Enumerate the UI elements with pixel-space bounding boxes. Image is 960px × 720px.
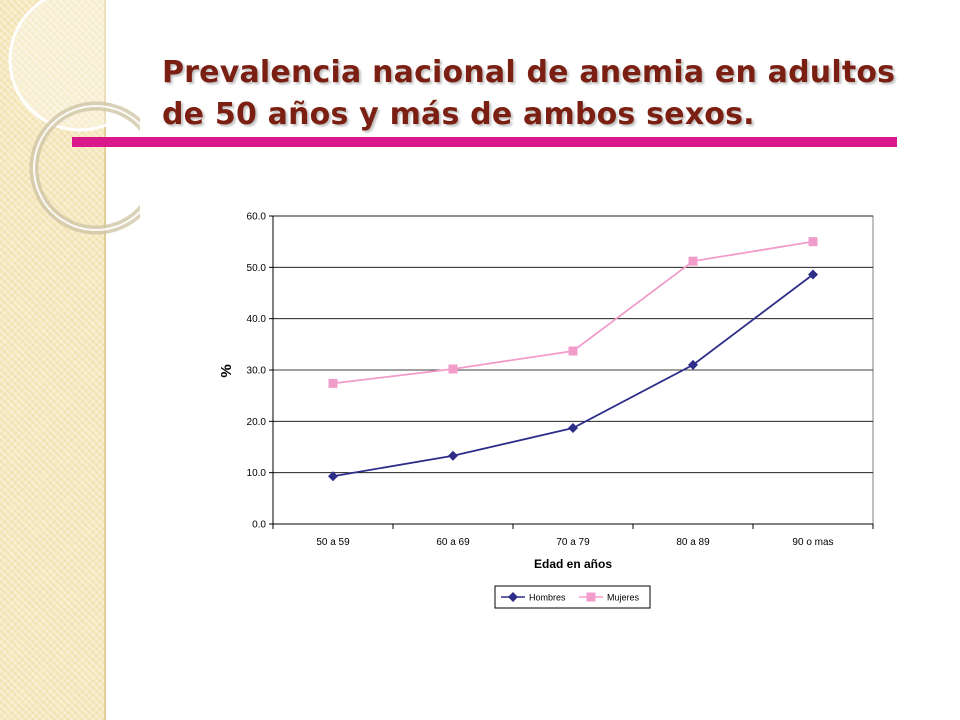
- legend-entry-hombres: Hombres: [501, 592, 566, 603]
- x-tick-label: 80 a 89: [676, 537, 710, 548]
- data-point-mujeres: [808, 237, 818, 247]
- data-point-mujeres: [568, 346, 578, 356]
- y-tick-label: 30.0: [247, 366, 267, 377]
- data-point-hombres: [328, 471, 338, 482]
- y-tick-label: 20.0: [247, 417, 267, 428]
- x-tick-label: 90 o mas: [792, 537, 833, 548]
- legend-label: Hombres: [529, 593, 566, 603]
- y-axis-label: %: [218, 364, 235, 377]
- x-tick-label: 70 a 79: [556, 537, 590, 548]
- y-tick-label: 50.0: [247, 263, 267, 274]
- series-mujeres: [328, 237, 818, 388]
- anemia-line-chart: 0.0 10.0 20.0 30.0 40.0 50.0 60.0 50 a 59 60 a 6…: [218, 212, 874, 609]
- legend-marker: [586, 592, 596, 602]
- axes: 0.0 10.0 20.0 30.0 40.0 50.0 60.0 50 a 59 60 a 6…: [247, 212, 874, 548]
- slide-title-line-1: Prevalencia nacional de anemia en adulto…: [162, 55, 896, 90]
- legend-entry-mujeres: Mujeres: [579, 592, 640, 603]
- legend: Hombres Mujeres: [494, 585, 651, 609]
- legend-box: [494, 585, 651, 609]
- data-point-hombres: [568, 423, 578, 434]
- series: [328, 237, 818, 482]
- data-point-mujeres: [448, 364, 458, 374]
- legend-marker: [508, 592, 518, 602]
- y-tick-label: 60.0: [247, 212, 267, 223]
- slide-title-line-2: de 50 años y más de ambos sexos.: [162, 97, 755, 132]
- gridlines: [272, 215, 874, 525]
- legend-label: Mujeres: [607, 593, 640, 603]
- x-tick-label: 50 a 59: [316, 537, 350, 548]
- x-axis-label: Edad en años: [534, 557, 612, 571]
- data-point-mujeres: [688, 256, 698, 266]
- data-point-hombres: [448, 450, 458, 461]
- x-tick-label: 60 a 69: [436, 537, 470, 548]
- data-point-mujeres: [328, 378, 338, 388]
- title-underline-rule: [72, 137, 897, 147]
- series-hombres: [328, 269, 818, 482]
- y-tick-label: 0.0: [252, 520, 266, 531]
- data-point-hombres: [808, 269, 818, 280]
- y-tick-label: 10.0: [247, 468, 267, 479]
- slide-title: Prevalencia nacional de anemia en adulto…: [162, 52, 942, 136]
- decorative-circles: [8, 0, 140, 235]
- y-tick-label: 40.0: [247, 314, 267, 325]
- data-point-hombres: [688, 359, 698, 370]
